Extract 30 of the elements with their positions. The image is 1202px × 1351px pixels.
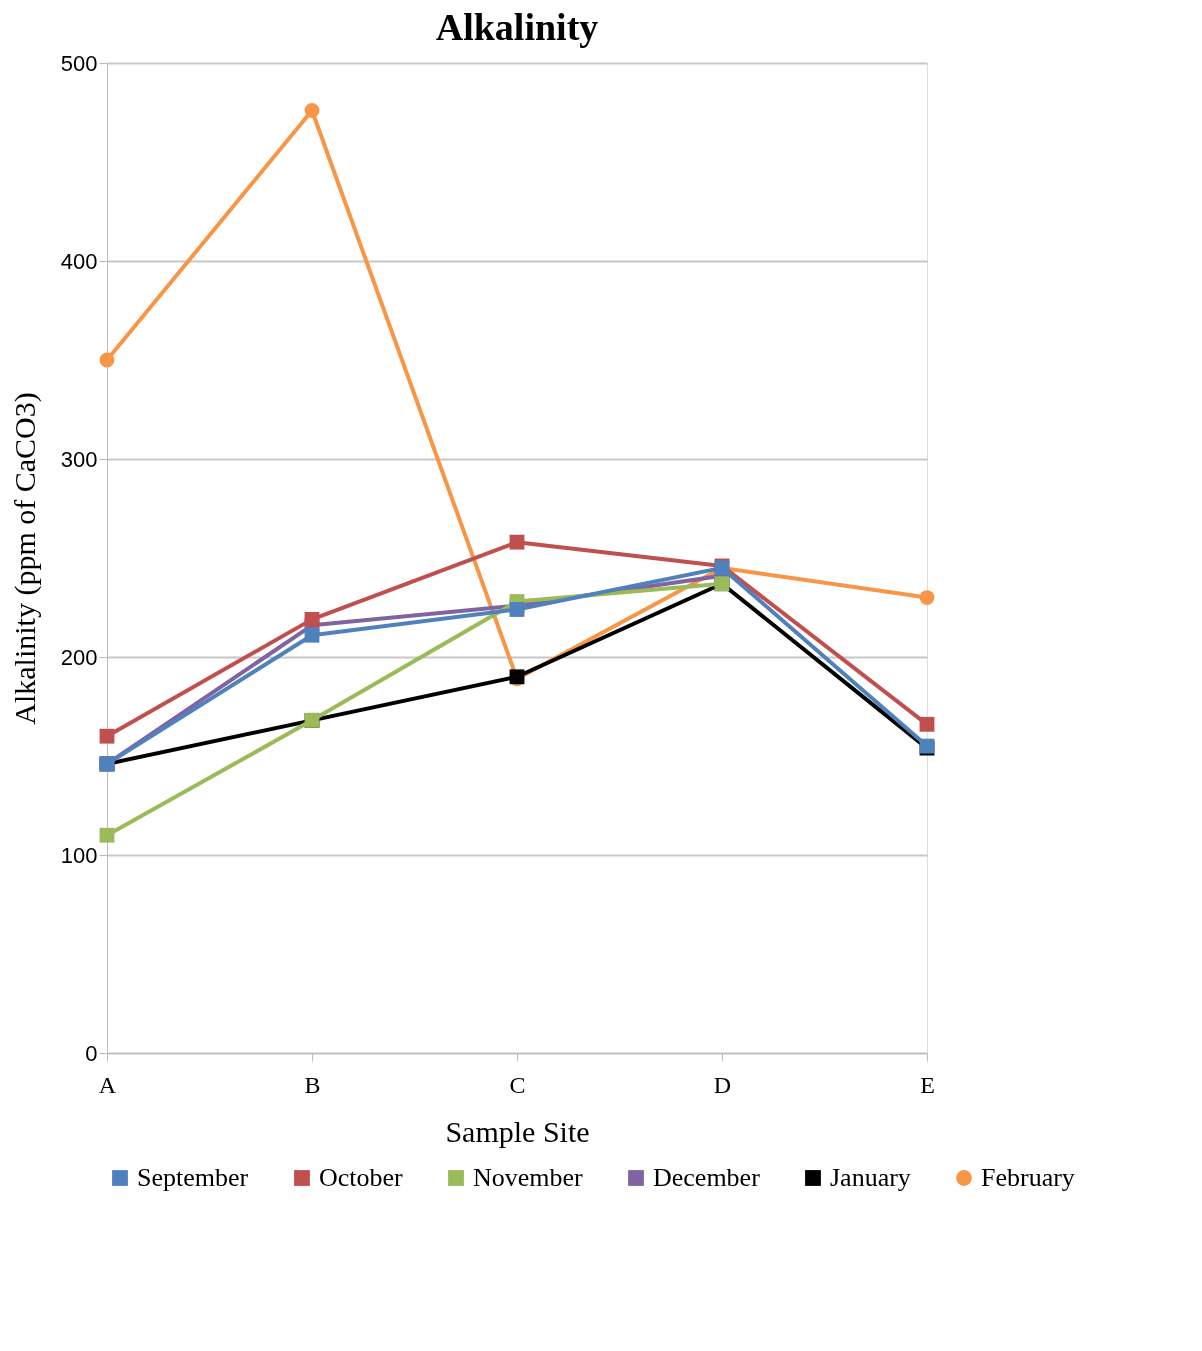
- point: [304, 103, 320, 118]
- point: [99, 827, 115, 843]
- point: [509, 602, 525, 617]
- legend-label: September: [137, 1163, 249, 1192]
- y-axis-title: Alkalinity (ppm of CaCO3): [7, 392, 42, 725]
- y-tick-label: 500: [60, 50, 98, 76]
- point: [509, 534, 525, 550]
- point: [919, 716, 935, 732]
- point: [304, 611, 320, 627]
- y-tick-label: 200: [60, 644, 98, 670]
- chart-title: Alkalinity: [435, 6, 599, 48]
- x-tick-label: C: [509, 1071, 526, 1098]
- y-tick-label: 0: [85, 1040, 98, 1066]
- legend-label: October: [319, 1163, 404, 1192]
- legend-label: February: [981, 1163, 1075, 1192]
- x-tick-label: D: [713, 1071, 732, 1098]
- y-tick-label: 300: [60, 446, 98, 472]
- legend-label: November: [473, 1163, 584, 1192]
- point: [99, 352, 115, 368]
- y-tick-label: 400: [60, 248, 98, 274]
- x-tick-label: B: [304, 1071, 321, 1098]
- point: [304, 627, 320, 643]
- point: [99, 728, 115, 744]
- legend-label: January: [830, 1163, 911, 1192]
- y-tick-label: 100: [60, 842, 98, 868]
- point: [919, 590, 935, 605]
- x-axis-title: Sample Site: [445, 1114, 590, 1148]
- x-tick-label: A: [98, 1071, 117, 1098]
- legend-label: December: [653, 1163, 761, 1192]
- x-tick-label: E: [920, 1071, 935, 1098]
